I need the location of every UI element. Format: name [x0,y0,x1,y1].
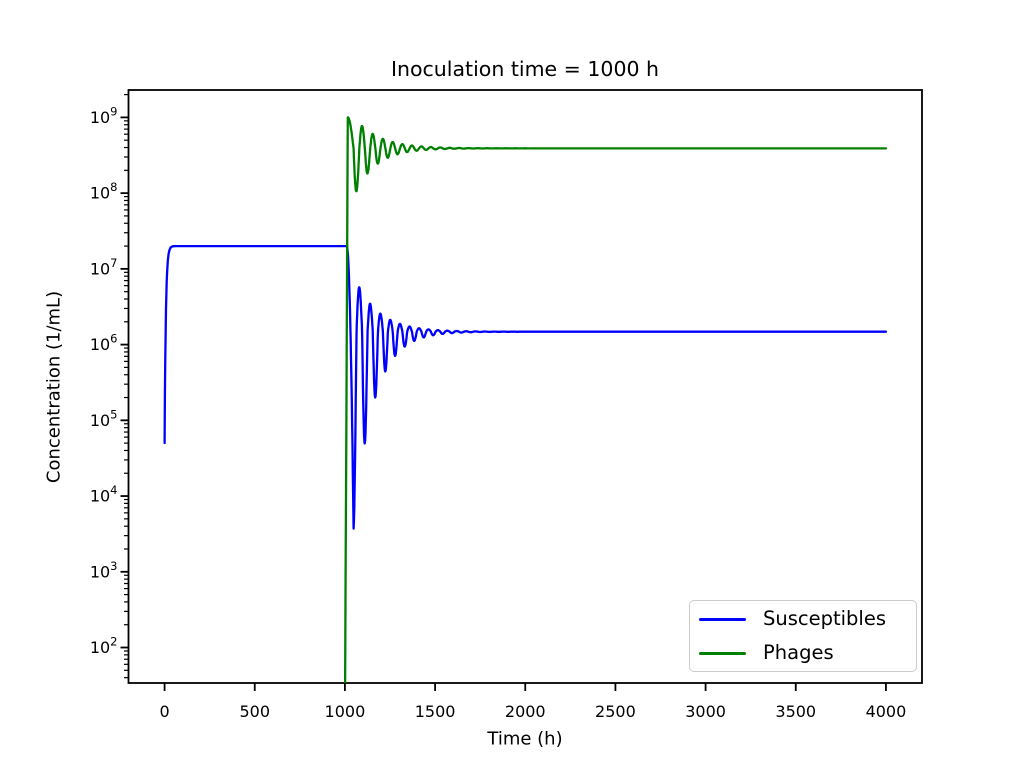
susceptibles-line [163,244,888,530]
x-tick-label: 500 [239,702,270,721]
y-tick-label: 105 [90,407,118,430]
x-tick-label: 1500 [415,702,456,721]
y-axis-minor-ticks [124,93,129,679]
x-tick-label: 3500 [775,702,816,721]
y-tick-label: 108 [90,180,118,203]
x-tick-label: 2500 [595,702,636,721]
x-tick-label: 2000 [505,702,546,721]
legend-label-phages: Phages [763,641,834,664]
legend-swatch-susceptibles [699,617,746,621]
legend-label-susceptibles: Susceptibles [763,607,887,630]
y-axis-label: Concentration (1/mL) [43,290,65,484]
y-tick-label: 102 [90,635,118,658]
x-tick-label: 1000 [325,702,366,721]
y-tick-label: 104 [90,483,118,506]
x-tick-label: 3000 [685,702,726,721]
y-axis-ticks: 102 103 104 105 106 107 108 109 [90,104,129,657]
x-tick-label: 0 [159,702,169,721]
y-tick-label: 106 [90,332,118,355]
legend-swatch-phages [699,651,746,655]
x-axis-ticks: 0 500 1000 1500 2000 2500 3000 3500 4000 [159,683,906,721]
x-tick-label: 4000 [866,702,907,721]
plot-area [163,116,888,683]
y-tick-label: 103 [90,559,118,582]
phages-line [343,116,888,683]
chart-title: Inoculation time = 1000 h [390,57,660,81]
x-axis-label: Time (h) [487,728,563,750]
axes-border [127,89,923,684]
y-tick-label: 107 [90,256,118,279]
y-tick-label: 109 [90,104,118,127]
legend: Susceptibles Phages [689,600,917,672]
